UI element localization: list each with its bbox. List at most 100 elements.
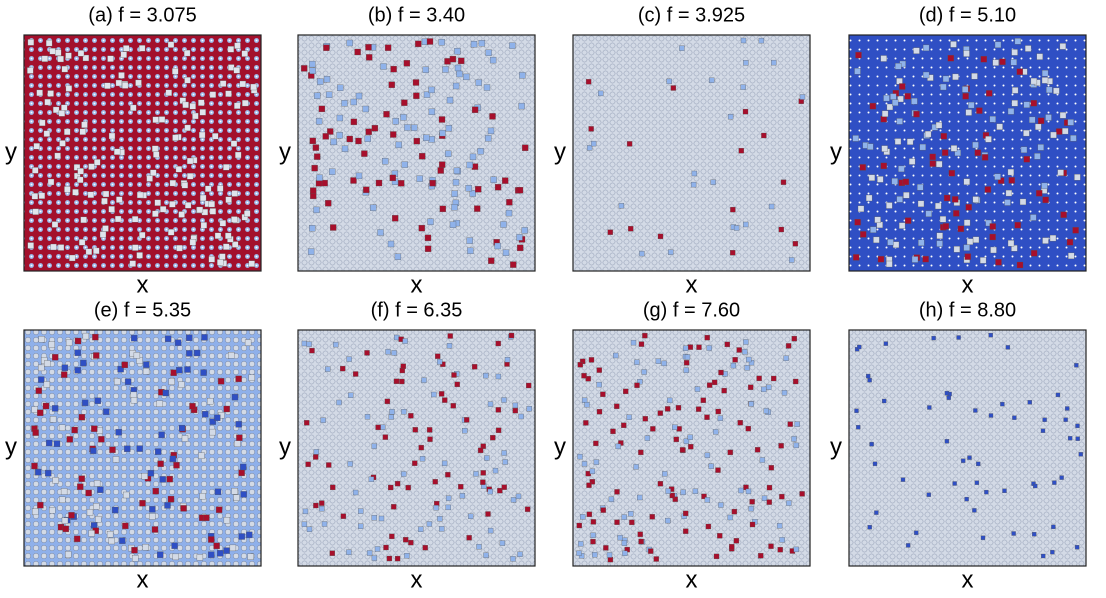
cell <box>130 104 137 112</box>
cell <box>181 435 189 442</box>
panel: (c) f = 3.925 x y <box>554 4 811 298</box>
cell <box>159 476 166 483</box>
cell <box>586 511 593 517</box>
cell <box>42 402 50 410</box>
cell <box>234 42 241 49</box>
cell <box>428 108 436 115</box>
cell <box>584 402 590 408</box>
cell <box>341 145 349 152</box>
cell <box>79 128 86 135</box>
cell <box>727 449 733 456</box>
cell <box>976 461 981 467</box>
cell <box>745 425 751 432</box>
cell <box>232 241 239 248</box>
cell <box>706 382 713 388</box>
cell <box>634 359 640 365</box>
cell <box>350 118 358 126</box>
cell <box>963 219 971 226</box>
cell <box>510 261 517 268</box>
cell <box>964 253 971 260</box>
cell <box>506 199 513 206</box>
cell <box>309 60 316 68</box>
cell <box>583 420 589 426</box>
cell <box>1067 436 1073 441</box>
cell <box>516 234 523 241</box>
cell <box>388 81 395 88</box>
cell <box>638 538 644 545</box>
cell <box>304 420 310 426</box>
cell <box>164 335 172 342</box>
cell <box>242 99 249 107</box>
cell <box>596 367 602 373</box>
cell <box>672 424 678 430</box>
panel-frame <box>848 34 1087 272</box>
texture <box>301 332 532 562</box>
cell <box>64 128 71 136</box>
cell <box>168 378 175 385</box>
cell <box>135 79 142 87</box>
x-axis-label: x <box>411 566 423 593</box>
cell <box>201 334 208 341</box>
cell <box>88 163 95 170</box>
cell <box>388 484 394 491</box>
cell <box>994 173 1001 180</box>
cell <box>766 499 772 505</box>
cell <box>355 172 363 180</box>
cell <box>495 373 502 380</box>
cell <box>600 507 606 513</box>
cell <box>793 378 799 385</box>
cell <box>766 384 772 390</box>
cell <box>715 467 721 473</box>
cell <box>113 148 121 155</box>
cell <box>314 92 321 99</box>
cell <box>1023 156 1030 163</box>
cell <box>946 395 951 400</box>
cell <box>630 339 637 346</box>
cell <box>1020 146 1028 153</box>
cell <box>471 364 478 370</box>
cell <box>61 104 68 111</box>
cell <box>957 225 965 232</box>
cell <box>152 116 159 123</box>
cell <box>122 522 129 530</box>
cell <box>392 215 399 222</box>
cell <box>452 179 460 186</box>
cell <box>139 500 146 507</box>
tessellation-image <box>573 35 810 271</box>
cell <box>929 153 936 161</box>
cell <box>662 471 668 477</box>
cell <box>447 333 453 339</box>
cell <box>313 502 319 509</box>
cell <box>189 103 196 110</box>
cell <box>438 39 445 46</box>
cell <box>154 199 161 206</box>
cell <box>979 257 987 264</box>
cell <box>31 462 38 470</box>
cell <box>108 537 115 545</box>
cell <box>383 544 389 551</box>
cell <box>917 200 925 207</box>
cell <box>966 238 974 245</box>
cell <box>1010 59 1017 66</box>
cell <box>759 457 766 463</box>
cell <box>588 126 594 132</box>
cell <box>437 516 443 522</box>
cell <box>877 256 885 263</box>
cell <box>233 67 240 74</box>
cell <box>437 167 444 174</box>
cell <box>219 253 226 260</box>
cell <box>229 544 237 552</box>
cell <box>301 340 308 347</box>
texture <box>854 332 1083 559</box>
cell <box>903 192 910 199</box>
cell <box>46 439 53 447</box>
cell <box>439 205 446 213</box>
cell <box>389 409 395 415</box>
x-axis-label: x <box>137 566 149 593</box>
cell <box>972 236 980 243</box>
cell <box>621 514 627 520</box>
cell <box>1000 401 1005 407</box>
cell <box>391 350 397 356</box>
cell <box>380 63 387 70</box>
cell <box>327 128 334 135</box>
